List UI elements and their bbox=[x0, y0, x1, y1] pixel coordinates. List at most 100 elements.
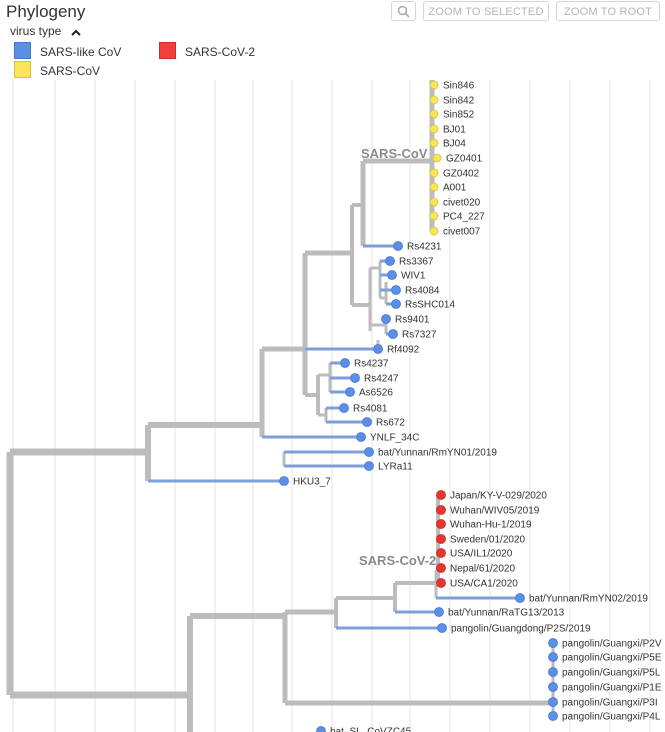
tip-node[interactable] bbox=[548, 638, 558, 648]
tip-node[interactable] bbox=[434, 607, 444, 617]
tip-label[interactable]: BJ01 bbox=[443, 125, 466, 136]
tip-node[interactable] bbox=[387, 270, 397, 280]
tip-node[interactable] bbox=[548, 667, 558, 677]
tip-node[interactable] bbox=[429, 226, 439, 236]
tip-label[interactable]: pangolin/Guangdong/P2S/2019 bbox=[451, 624, 591, 635]
legend-item-sars-cov[interactable]: SARS-CoV bbox=[14, 61, 100, 80]
tip-label[interactable]: Rs7327 bbox=[402, 330, 437, 341]
tip-node[interactable] bbox=[381, 314, 391, 324]
tip-node[interactable] bbox=[429, 109, 439, 119]
tip-label[interactable]: bat/Yunnan/RaTG13/2013 bbox=[448, 608, 565, 619]
tip-label[interactable]: GZ0402 bbox=[443, 169, 480, 180]
tip-label[interactable]: USA/CA1/2020 bbox=[450, 579, 518, 590]
tip-label[interactable]: YNLF_34C bbox=[370, 433, 419, 444]
tip-label[interactable]: Wuhan/WIV05/2019 bbox=[450, 506, 540, 517]
tip-node[interactable] bbox=[429, 95, 439, 105]
tip-node[interactable] bbox=[548, 711, 558, 721]
tip-label[interactable]: pangolin/Guangxi/P1E bbox=[562, 683, 662, 694]
tip-label[interactable]: As6526 bbox=[359, 388, 393, 399]
tip-label[interactable]: WIV1 bbox=[401, 271, 426, 282]
tip-node[interactable] bbox=[429, 211, 439, 221]
tip-node[interactable] bbox=[340, 358, 350, 368]
tip-label[interactable]: LYRa11 bbox=[378, 462, 413, 473]
clade-label-sars-cov: SARS-CoV bbox=[361, 146, 428, 161]
tip-label[interactable]: pangolin/Guangxi/P2V bbox=[562, 639, 662, 650]
legend-toggle[interactable]: virus type bbox=[10, 24, 81, 39]
tip-node[interactable] bbox=[279, 476, 289, 486]
tip-node[interactable] bbox=[436, 578, 446, 588]
tip-node[interactable] bbox=[437, 623, 447, 633]
tip-node[interactable] bbox=[436, 519, 446, 529]
tip-label[interactable]: Rs4237 bbox=[354, 359, 389, 370]
phylogeny-tree: SARS-CoVSARS-CoV-2TWSTWHSino1_11Sin846Si… bbox=[6, 80, 662, 732]
tip-label[interactable]: Rs9401 bbox=[395, 315, 430, 326]
tip-node[interactable] bbox=[548, 652, 558, 662]
zoom-to-selected-button[interactable]: ZOOM TO SELECTED bbox=[423, 1, 549, 21]
tip-label[interactable]: Rs3367 bbox=[399, 257, 434, 268]
tip-label[interactable]: Sin852 bbox=[443, 110, 475, 121]
tip-node[interactable] bbox=[393, 241, 403, 251]
tip-label[interactable]: pangolin/Guangxi/P3I bbox=[562, 698, 658, 709]
tip-label[interactable]: pangolin/Guangxi/P5L bbox=[562, 668, 661, 679]
tip-label[interactable]: Rs4247 bbox=[364, 374, 399, 385]
tip-node[interactable] bbox=[385, 256, 395, 266]
tip-label[interactable]: bat_SL_CoVZC45 bbox=[330, 727, 412, 732]
tip-node[interactable] bbox=[436, 563, 446, 573]
tip-label[interactable]: civet020 bbox=[443, 198, 481, 209]
tip-label[interactable]: Japan/KY-V-029/2020 bbox=[450, 491, 547, 502]
tip-label[interactable]: HKU3_7 bbox=[293, 477, 331, 488]
tip-node[interactable] bbox=[350, 373, 360, 383]
legend-item-sars-like[interactable]: SARS-like CoV bbox=[14, 42, 121, 61]
tip-node[interactable] bbox=[436, 534, 446, 544]
tip-node[interactable] bbox=[436, 490, 446, 500]
tip-label[interactable]: Sweden/01/2020 bbox=[450, 535, 526, 546]
zoom-to-root-button[interactable]: ZOOM TO ROOT bbox=[556, 1, 660, 21]
tip-label[interactable]: Rf4092 bbox=[387, 345, 420, 356]
legend-item-sars-cov2[interactable]: SARS-CoV-2 bbox=[159, 42, 255, 61]
tip-label[interactable]: Rs4231 bbox=[407, 242, 442, 253]
tip-node[interactable] bbox=[388, 329, 398, 339]
tip-node[interactable] bbox=[429, 124, 439, 134]
tip-label[interactable]: Rs4084 bbox=[405, 286, 440, 297]
tip-label[interactable]: Sin842 bbox=[443, 96, 475, 107]
tip-label[interactable]: bat/Yunnan/RmYN02/2019 bbox=[529, 594, 648, 605]
tip-node[interactable] bbox=[429, 138, 439, 148]
tip-node[interactable] bbox=[436, 505, 446, 515]
tip-label[interactable]: Nepal/61/2020 bbox=[450, 564, 515, 575]
chevron-up-icon[interactable] bbox=[70, 25, 81, 39]
tip-label[interactable]: pangolin/Guangxi/P5E bbox=[562, 653, 662, 664]
tip-label[interactable]: Sin846 bbox=[443, 81, 475, 92]
zoom-icon-button[interactable] bbox=[391, 1, 416, 21]
tip-label[interactable]: BJ04 bbox=[443, 139, 466, 150]
tip-node[interactable] bbox=[515, 593, 525, 603]
tip-node[interactable] bbox=[436, 548, 446, 558]
tip-node[interactable] bbox=[391, 299, 401, 309]
tip-label[interactable]: GZ0401 bbox=[446, 154, 483, 165]
tip-node[interactable] bbox=[364, 461, 374, 471]
tip-node[interactable] bbox=[362, 417, 372, 427]
tip-node[interactable] bbox=[429, 182, 439, 192]
tip-node[interactable] bbox=[316, 726, 326, 732]
tip-node[interactable] bbox=[429, 168, 439, 178]
tip-node[interactable] bbox=[429, 80, 439, 90]
tip-node[interactable] bbox=[356, 432, 366, 442]
tip-label[interactable]: pangolin/Guangxi/P4L bbox=[562, 712, 661, 723]
tip-node[interactable] bbox=[432, 153, 442, 163]
tip-node[interactable] bbox=[548, 682, 558, 692]
tip-node[interactable] bbox=[548, 697, 558, 707]
tip-label[interactable]: bat/Yunnan/RmYN01/2019 bbox=[378, 448, 497, 459]
tip-node[interactable] bbox=[345, 387, 355, 397]
tip-label[interactable]: civet007 bbox=[443, 227, 481, 238]
tip-node[interactable] bbox=[429, 197, 439, 207]
tip-label[interactable]: RsSHC014 bbox=[405, 300, 455, 311]
tip-node[interactable] bbox=[339, 403, 349, 413]
tip-label[interactable]: PC4_227 bbox=[443, 212, 485, 223]
tip-label[interactable]: Rs672 bbox=[376, 418, 405, 429]
tip-node[interactable] bbox=[391, 285, 401, 295]
tip-label[interactable]: Rs4081 bbox=[353, 404, 388, 415]
tip-node[interactable] bbox=[364, 447, 374, 457]
tip-label[interactable]: USA/IL1/2020 bbox=[450, 549, 513, 560]
tip-label[interactable]: A001 bbox=[443, 183, 467, 194]
tip-label[interactable]: Wuhan-Hu-1/2019 bbox=[450, 520, 532, 531]
tip-node[interactable] bbox=[373, 344, 383, 354]
